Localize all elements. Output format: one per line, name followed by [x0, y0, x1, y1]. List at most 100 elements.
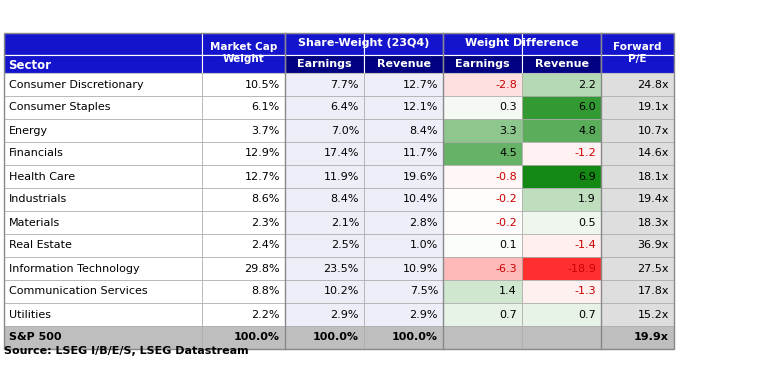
Bar — [522, 33, 601, 55]
Text: 24.8x: 24.8x — [637, 80, 669, 89]
Text: Industrials: Industrials — [9, 195, 67, 204]
Text: Utilities: Utilities — [9, 310, 51, 319]
Bar — [202, 257, 285, 280]
Text: 8.4%: 8.4% — [331, 195, 359, 204]
Bar — [364, 188, 443, 211]
Bar — [443, 55, 522, 73]
Bar — [522, 55, 601, 73]
Text: 14.6x: 14.6x — [637, 149, 669, 158]
Text: 2.8%: 2.8% — [410, 218, 438, 227]
Text: Source: LSEG I/B/E/S, LSEG Datastream: Source: LSEG I/B/E/S, LSEG Datastream — [4, 346, 249, 356]
Bar — [443, 326, 522, 349]
Text: 10.2%: 10.2% — [324, 287, 359, 296]
Bar — [202, 326, 285, 349]
Text: 2.9%: 2.9% — [331, 310, 359, 319]
Text: 100.0%: 100.0% — [392, 333, 438, 342]
Text: 7.7%: 7.7% — [331, 80, 359, 89]
Text: 0.7: 0.7 — [578, 310, 596, 319]
Text: Sector: Sector — [8, 59, 51, 72]
Text: 7.5%: 7.5% — [410, 287, 438, 296]
Text: Real Estate: Real Estate — [9, 241, 72, 250]
Text: Earnings: Earnings — [297, 59, 352, 69]
Text: -18.9: -18.9 — [567, 264, 596, 273]
Text: 8.6%: 8.6% — [252, 195, 280, 204]
Bar — [202, 303, 285, 326]
Bar — [285, 55, 364, 73]
Text: 19.9x: 19.9x — [634, 333, 669, 342]
Text: 3.7%: 3.7% — [252, 126, 280, 135]
Bar — [601, 188, 674, 211]
Bar — [522, 188, 601, 211]
Text: 1.9: 1.9 — [578, 195, 596, 204]
Bar — [285, 257, 364, 280]
Text: 2.2: 2.2 — [578, 80, 596, 89]
Text: 27.5x: 27.5x — [637, 264, 669, 273]
Text: 2.2%: 2.2% — [252, 310, 280, 319]
Text: 8.8%: 8.8% — [252, 287, 280, 296]
Bar — [364, 55, 443, 73]
Text: 19.6%: 19.6% — [403, 172, 438, 181]
Bar — [202, 165, 285, 188]
Text: 6.9: 6.9 — [578, 172, 596, 181]
Bar — [522, 142, 601, 165]
Text: Earnings: Earnings — [455, 59, 510, 69]
Bar — [364, 73, 443, 96]
Text: -1.4: -1.4 — [574, 241, 596, 250]
Bar — [364, 303, 443, 326]
Bar — [443, 142, 522, 165]
Bar — [4, 257, 202, 280]
Text: 6.4%: 6.4% — [331, 103, 359, 112]
Bar — [4, 119, 202, 142]
Bar — [522, 234, 601, 257]
Text: 11.9%: 11.9% — [324, 172, 359, 181]
Bar — [364, 119, 443, 142]
Text: 18.1x: 18.1x — [637, 172, 669, 181]
Text: 3.3: 3.3 — [499, 126, 517, 135]
Bar — [522, 119, 601, 142]
Bar — [285, 119, 364, 142]
Bar — [601, 234, 674, 257]
Bar — [4, 303, 202, 326]
Bar — [285, 280, 364, 303]
Text: 2.5%: 2.5% — [331, 241, 359, 250]
Bar — [601, 280, 674, 303]
Text: 12.7%: 12.7% — [403, 80, 438, 89]
Bar — [285, 96, 364, 119]
Bar — [601, 55, 674, 73]
Text: -1.2: -1.2 — [574, 149, 596, 158]
Bar — [443, 280, 522, 303]
Text: Information Technology: Information Technology — [9, 264, 140, 273]
Bar — [4, 73, 202, 96]
Bar — [364, 257, 443, 280]
Text: Financials: Financials — [9, 149, 64, 158]
Bar — [202, 211, 285, 234]
Bar — [202, 55, 285, 73]
Text: 10.5%: 10.5% — [245, 80, 280, 89]
Bar — [4, 33, 202, 55]
Bar — [601, 211, 674, 234]
Text: 2.4%: 2.4% — [252, 241, 280, 250]
Text: -2.8: -2.8 — [495, 80, 517, 89]
Bar — [364, 165, 443, 188]
Bar — [443, 73, 522, 96]
Bar — [285, 211, 364, 234]
Bar — [364, 211, 443, 234]
Bar — [364, 280, 443, 303]
Text: 12.7%: 12.7% — [245, 172, 280, 181]
Text: 4.5: 4.5 — [499, 149, 517, 158]
Text: 0.1: 0.1 — [499, 241, 517, 250]
Text: 12.9%: 12.9% — [245, 149, 280, 158]
Text: 19.1x: 19.1x — [637, 103, 669, 112]
Text: Weight Difference: Weight Difference — [466, 38, 579, 48]
Text: Share-Weight (23Q4): Share-Weight (23Q4) — [298, 38, 430, 48]
Text: 12.1%: 12.1% — [403, 103, 438, 112]
Bar — [601, 165, 674, 188]
Text: 2.3%: 2.3% — [252, 218, 280, 227]
Text: 23.5%: 23.5% — [324, 264, 359, 273]
Bar — [601, 142, 674, 165]
Bar — [285, 142, 364, 165]
Bar — [364, 33, 443, 55]
Bar — [4, 188, 202, 211]
Bar — [601, 326, 674, 349]
Bar — [202, 119, 285, 142]
